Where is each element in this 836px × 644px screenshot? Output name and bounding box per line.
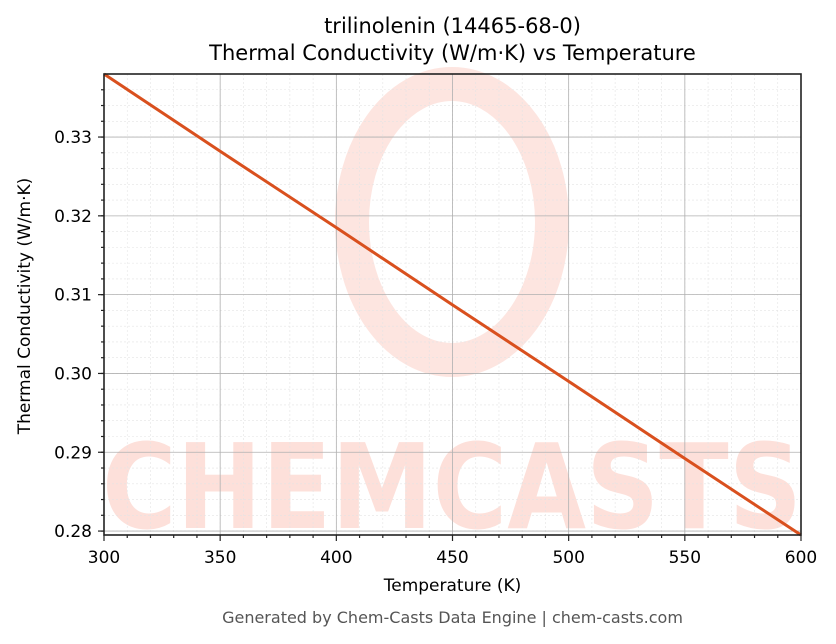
svg-text:350: 350 bbox=[204, 548, 236, 568]
svg-text:450: 450 bbox=[436, 548, 468, 568]
chart-subtitle: Thermal Conductivity (W/m·K) vs Temperat… bbox=[209, 41, 696, 65]
svg-text:300: 300 bbox=[88, 548, 120, 568]
watermark: CHEMCASTS bbox=[102, 67, 802, 556]
axis-ticks bbox=[98, 89, 802, 541]
data-line bbox=[103, 72, 802, 537]
tick-labels: 300 350 400 450 500 550 600 0.28 0.29 0.30 0.31 0.3… bbox=[54, 128, 817, 568]
svg-text:400: 400 bbox=[320, 548, 352, 568]
svg-text:0.28: 0.28 bbox=[54, 522, 92, 542]
svg-text:550: 550 bbox=[669, 548, 701, 568]
x-axis-label: Temperature (K) bbox=[383, 576, 522, 596]
svg-text:0.31: 0.31 bbox=[54, 286, 92, 306]
chart-title: trilinolenin (14465-68-0) bbox=[324, 14, 581, 38]
svg-text:0.29: 0.29 bbox=[54, 443, 92, 463]
svg-text:CHEMCASTS: CHEMCASTS bbox=[102, 418, 802, 556]
svg-text:600: 600 bbox=[785, 548, 817, 568]
svg-text:500: 500 bbox=[552, 548, 584, 568]
svg-text:0.32: 0.32 bbox=[54, 207, 92, 227]
svg-text:0.30: 0.30 bbox=[54, 364, 92, 384]
svg-text:0.33: 0.33 bbox=[54, 128, 92, 148]
y-axis-label: Thermal Conductivity (W/m·K) bbox=[15, 177, 35, 435]
footer-credit: Generated by Chem-Casts Data Engine | ch… bbox=[222, 608, 683, 627]
